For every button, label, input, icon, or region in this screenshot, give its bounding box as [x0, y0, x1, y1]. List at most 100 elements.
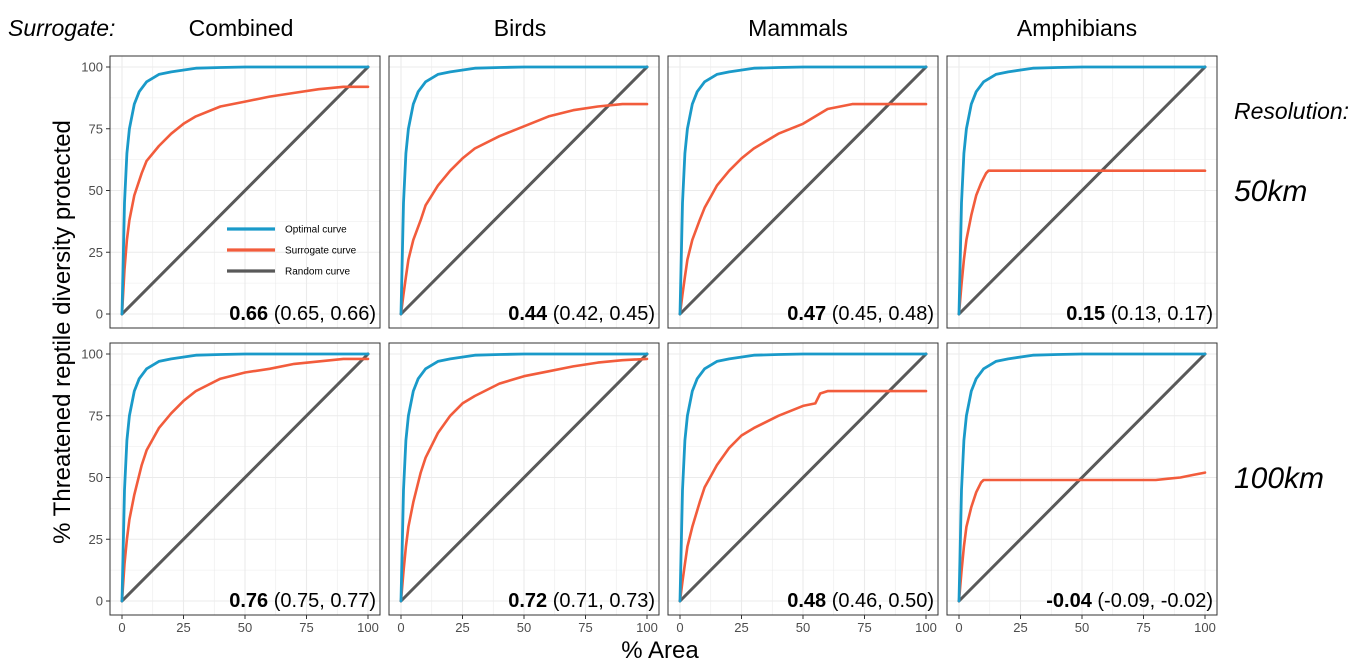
statistic-interval: (0.65, 0.66) [268, 303, 376, 325]
x-tick-label: 25 [1013, 620, 1027, 635]
optimal-curve [399, 352, 649, 603]
surrogate-label: Surrogate: [8, 15, 115, 41]
surrogate-curve [399, 102, 649, 316]
legend: Optimal curve Surrogate curve Random curve [227, 225, 357, 278]
row-label-50km: 50km [1234, 175, 1307, 208]
legend-label-random: Random curve [285, 267, 350, 278]
random-curve [957, 65, 1207, 316]
statistic-value: 0.48 [787, 590, 826, 612]
column-header-mammals: Mammals [748, 15, 848, 41]
y-tick-label: 0 [96, 307, 103, 322]
x-tick-label: 25 [176, 620, 190, 635]
optimal-curve [120, 65, 370, 316]
y-tick-label: 75 [89, 121, 103, 136]
optimal-curve [957, 65, 1207, 316]
chart-panels: 0 25 50 75 100 0.66 (0.65, 0.66) Optimal curve… [81, 55, 1218, 635]
y-tick-label: 100 [81, 347, 103, 362]
x-tick-label: 0 [676, 620, 683, 635]
resolution-label: Resolution: [1234, 98, 1349, 124]
random-curve [120, 352, 370, 603]
surrogate-curve [399, 357, 649, 603]
panel-50km-combined: 0 25 50 75 100 0.66 (0.65, 0.66) Optimal curve… [81, 55, 381, 329]
panel-50km-birds: 0.44 (0.42, 0.45) [388, 55, 660, 329]
panel-100km-birds: 0 25 50 75 100 0.72 (0.71, 0.73) [388, 342, 660, 635]
random-curve [678, 352, 928, 603]
x-tick-label: 25 [734, 620, 748, 635]
random-curve [678, 65, 928, 316]
x-tick-label: 75 [1136, 620, 1150, 635]
x-tick-label: 50 [796, 620, 810, 635]
y-tick-label: 25 [89, 245, 103, 260]
statistic-interval: (0.71, 0.73) [547, 590, 655, 612]
optimal-curve [399, 65, 649, 316]
random-curve [399, 65, 649, 316]
surrogate-curve [957, 471, 1207, 603]
y-tick-label: 50 [89, 470, 103, 485]
panel-50km-amphibians: 0.15 (0.13, 0.17) [946, 55, 1218, 329]
y-tick-label: 75 [89, 408, 103, 423]
x-tick-label: 75 [578, 620, 592, 635]
x-tick-label: 0 [397, 620, 404, 635]
statistic-value: 0.66 [229, 303, 268, 325]
x-tick-label: 100 [636, 620, 658, 635]
surrogate-curve [678, 389, 928, 603]
statistic-value: -0.04 [1046, 590, 1092, 612]
x-tick-label: 75 [857, 620, 871, 635]
x-tick-label: 100 [915, 620, 937, 635]
panel-100km-combined: 0 25 50 75 100 0 25 50 75 100 0.76 (0.75, 0.77) [81, 342, 381, 635]
panel-100km-amphibians: 0 25 50 75 100 -0.04 (-0.09, -0.02) [946, 342, 1218, 635]
legend-label-surrogate: Surrogate curve [285, 246, 357, 257]
statistic-value: 0.44 [508, 303, 548, 325]
statistic-value: 0.72 [508, 590, 547, 612]
x-tick-label: 25 [455, 620, 469, 635]
panel-border [946, 55, 1218, 329]
column-header-amphibians: Amphibians [1017, 15, 1137, 41]
y-tick-label: 0 [96, 594, 103, 609]
x-tick-label: 50 [517, 620, 531, 635]
panel-100km-mammals: 0 25 50 75 100 0.48 (0.46, 0.50) [667, 342, 939, 635]
x-axis-label: % Area [621, 637, 699, 664]
statistic-value: 0.15 [1066, 303, 1105, 325]
statistic-value: 0.47 [787, 303, 826, 325]
panel-statistic: 0.48 (0.46, 0.50) [787, 590, 934, 612]
surrogate-curve [120, 85, 370, 316]
statistic-interval: (0.42, 0.45) [547, 303, 655, 325]
random-curve [120, 65, 370, 316]
panel-statistic: 0.15 (0.13, 0.17) [1066, 303, 1213, 325]
x-tick-label: 0 [955, 620, 962, 635]
y-tick-label: 100 [81, 60, 103, 75]
random-curve [957, 352, 1207, 603]
column-header-birds: Birds [494, 15, 546, 41]
panel-border [388, 55, 660, 329]
legend-label-optimal: Optimal curve [285, 225, 347, 236]
panel-50km-mammals: 0.47 (0.45, 0.48) [667, 55, 939, 329]
x-tick-label: 100 [1194, 620, 1216, 635]
x-tick-label: 75 [299, 620, 313, 635]
optimal-curve [957, 352, 1207, 603]
surrogate-curve [678, 102, 928, 316]
y-tick-label: 50 [89, 183, 103, 198]
row-label-100km: 100km [1234, 462, 1324, 495]
column-header-combined: Combined [189, 15, 294, 41]
panel-statistic: 0.66 (0.65, 0.66) [229, 303, 376, 325]
optimal-curve [678, 352, 928, 603]
panel-border [109, 55, 381, 329]
surrogate-curve [957, 169, 1207, 316]
panel-statistic: -0.04 (-0.09, -0.02) [1046, 590, 1213, 612]
x-tick-label: 100 [357, 620, 379, 635]
panel-statistic: 0.47 (0.45, 0.48) [787, 303, 934, 325]
y-tick-label: 25 [89, 532, 103, 547]
random-curve [399, 352, 649, 603]
x-tick-label: 0 [118, 620, 125, 635]
panel-statistic: 0.72 (0.71, 0.73) [508, 590, 655, 612]
panel-statistic: 0.76 (0.75, 0.77) [229, 590, 376, 612]
statistic-interval: (-0.09, -0.02) [1092, 590, 1213, 612]
x-tick-label: 50 [238, 620, 252, 635]
optimal-curve [678, 65, 928, 316]
statistic-interval: (0.75, 0.77) [268, 590, 376, 612]
panel-border [667, 55, 939, 329]
panel-statistic: 0.44 (0.42, 0.45) [508, 303, 655, 325]
optimal-curve [120, 352, 370, 603]
statistic-interval: (0.46, 0.50) [826, 590, 934, 612]
